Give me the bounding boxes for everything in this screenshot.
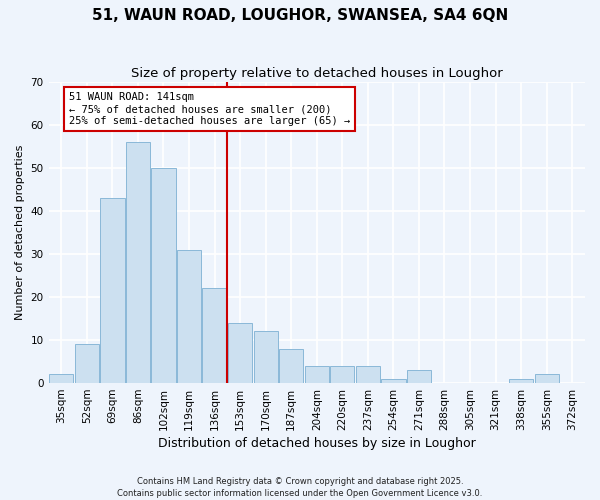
Bar <box>75 344 99 383</box>
Bar <box>151 168 176 383</box>
Bar <box>381 379 406 383</box>
Text: Contains HM Land Registry data © Crown copyright and database right 2025.
Contai: Contains HM Land Registry data © Crown c… <box>118 476 482 498</box>
Text: 51 WAUN ROAD: 141sqm
← 75% of detached houses are smaller (200)
25% of semi-deta: 51 WAUN ROAD: 141sqm ← 75% of detached h… <box>69 92 350 126</box>
Bar <box>535 374 559 383</box>
Bar <box>356 366 380 383</box>
Text: 51, WAUN ROAD, LOUGHOR, SWANSEA, SA4 6QN: 51, WAUN ROAD, LOUGHOR, SWANSEA, SA4 6QN <box>92 8 508 22</box>
Bar <box>279 348 304 383</box>
Bar <box>100 198 125 383</box>
Bar <box>202 288 227 383</box>
Bar <box>407 370 431 383</box>
Bar <box>509 379 533 383</box>
Title: Size of property relative to detached houses in Loughor: Size of property relative to detached ho… <box>131 68 503 80</box>
Bar <box>177 250 201 383</box>
Bar <box>126 142 150 383</box>
Bar <box>254 332 278 383</box>
Bar <box>228 323 252 383</box>
X-axis label: Distribution of detached houses by size in Loughor: Distribution of detached houses by size … <box>158 437 476 450</box>
Y-axis label: Number of detached properties: Number of detached properties <box>15 144 25 320</box>
Bar <box>49 374 73 383</box>
Bar <box>330 366 355 383</box>
Bar <box>305 366 329 383</box>
